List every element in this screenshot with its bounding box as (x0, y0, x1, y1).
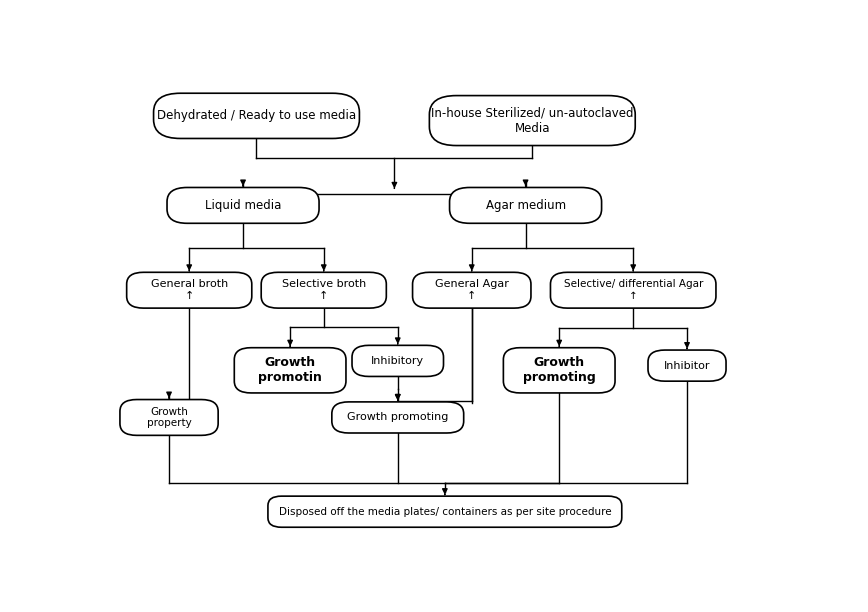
FancyBboxPatch shape (154, 93, 359, 138)
Text: Dehydrated / Ready to use media: Dehydrated / Ready to use media (157, 110, 356, 122)
Text: Liquid media: Liquid media (205, 199, 281, 212)
FancyBboxPatch shape (503, 348, 615, 393)
FancyBboxPatch shape (550, 272, 716, 308)
FancyBboxPatch shape (261, 272, 386, 308)
FancyBboxPatch shape (412, 272, 531, 308)
Text: Inhibitory: Inhibitory (372, 356, 424, 366)
FancyBboxPatch shape (648, 350, 726, 381)
Text: Selective broth
↑: Selective broth ↑ (281, 280, 366, 301)
FancyBboxPatch shape (167, 187, 319, 223)
FancyBboxPatch shape (352, 345, 444, 376)
FancyBboxPatch shape (234, 348, 346, 393)
Text: Inhibitor: Inhibitor (664, 360, 710, 371)
Text: Growth
promoting: Growth promoting (523, 356, 595, 384)
FancyBboxPatch shape (430, 95, 635, 146)
Text: General Agar
↑: General Agar ↑ (435, 280, 509, 301)
Text: Growth promoting: Growth promoting (347, 412, 449, 422)
FancyBboxPatch shape (268, 496, 621, 528)
Text: General broth
↑: General broth ↑ (151, 280, 227, 301)
Text: Agar medium: Agar medium (485, 199, 566, 212)
FancyBboxPatch shape (332, 402, 464, 433)
FancyBboxPatch shape (120, 400, 218, 435)
Text: Selective/ differential Agar
↑: Selective/ differential Agar ↑ (563, 280, 703, 301)
Text: Growth
property: Growth property (147, 406, 192, 428)
FancyBboxPatch shape (127, 272, 252, 308)
FancyBboxPatch shape (450, 187, 602, 223)
Text: Growth
promotin: Growth promotin (258, 356, 322, 384)
Text: In-house Sterilized/ un-autoclaved
Media: In-house Sterilized/ un-autoclaved Media (431, 106, 634, 135)
Text: Disposed off the media plates/ containers as per site procedure: Disposed off the media plates/ container… (279, 507, 611, 517)
